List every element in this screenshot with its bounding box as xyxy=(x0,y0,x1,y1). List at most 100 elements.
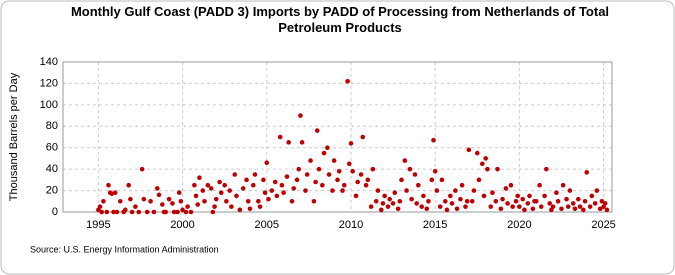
point xyxy=(284,174,290,179)
point xyxy=(229,204,234,209)
point xyxy=(286,140,291,145)
x-tick-label: 2000 xyxy=(170,219,194,231)
point xyxy=(559,206,564,212)
point xyxy=(515,193,520,199)
x-tick-label: 2015 xyxy=(423,219,447,231)
point xyxy=(213,196,219,202)
point xyxy=(395,206,401,212)
y-tick-label: 20 xyxy=(46,184,58,196)
point xyxy=(370,166,376,172)
point xyxy=(385,204,391,209)
point xyxy=(525,201,531,206)
point xyxy=(326,172,332,177)
point xyxy=(380,201,386,206)
point xyxy=(180,207,185,213)
point xyxy=(192,182,197,188)
point xyxy=(166,196,172,202)
point xyxy=(355,179,361,185)
point xyxy=(178,198,184,204)
point xyxy=(222,182,227,188)
point xyxy=(505,201,510,206)
point xyxy=(493,198,499,204)
point xyxy=(200,188,206,193)
point xyxy=(227,188,233,193)
point xyxy=(325,145,330,151)
point xyxy=(471,188,477,193)
point xyxy=(513,198,519,204)
point xyxy=(210,209,216,215)
point xyxy=(269,188,275,193)
point xyxy=(320,182,325,188)
point xyxy=(175,209,180,215)
point xyxy=(464,198,470,204)
point xyxy=(397,198,403,204)
point xyxy=(304,172,310,177)
point xyxy=(232,172,238,177)
point xyxy=(234,193,239,199)
point xyxy=(554,190,559,196)
point xyxy=(163,209,169,215)
point xyxy=(294,177,300,183)
y-tick-label: 140 xyxy=(40,56,58,68)
point xyxy=(368,204,374,209)
point xyxy=(490,190,495,196)
point xyxy=(261,177,266,183)
point xyxy=(99,209,105,215)
point xyxy=(252,172,258,177)
y-tick-label: 40 xyxy=(46,163,58,175)
point xyxy=(208,186,214,191)
point xyxy=(485,166,490,172)
point xyxy=(508,182,514,188)
point xyxy=(299,140,305,145)
point xyxy=(250,182,256,188)
point xyxy=(262,190,268,196)
point xyxy=(458,196,463,202)
point xyxy=(244,177,249,183)
point xyxy=(402,158,408,163)
point xyxy=(126,182,131,188)
point xyxy=(576,196,581,202)
point xyxy=(156,192,162,198)
point xyxy=(527,193,532,199)
point xyxy=(416,182,421,188)
plot-area xyxy=(62,61,613,213)
point xyxy=(272,179,278,185)
y-tick-label: 120 xyxy=(40,77,58,89)
x-tick-label: 2005 xyxy=(255,219,279,231)
point xyxy=(589,193,595,199)
point xyxy=(426,198,431,204)
point xyxy=(454,206,460,212)
point xyxy=(419,204,425,209)
point xyxy=(136,209,142,215)
point xyxy=(533,198,539,204)
point xyxy=(517,204,522,209)
point xyxy=(170,201,175,206)
point xyxy=(503,186,509,191)
point xyxy=(345,78,350,84)
point xyxy=(594,188,600,193)
point xyxy=(463,204,468,209)
point xyxy=(296,166,302,172)
point xyxy=(205,182,211,188)
point xyxy=(277,134,283,140)
point xyxy=(202,198,207,204)
point xyxy=(431,137,436,143)
point xyxy=(353,193,359,199)
point xyxy=(421,193,426,199)
point xyxy=(264,160,270,166)
point xyxy=(316,166,322,172)
point xyxy=(483,156,488,161)
point xyxy=(341,182,347,188)
point xyxy=(581,207,586,213)
point xyxy=(188,209,194,215)
point xyxy=(171,209,177,215)
point xyxy=(133,204,138,209)
point xyxy=(330,188,335,193)
point xyxy=(476,177,482,183)
point xyxy=(488,204,494,209)
point xyxy=(257,204,263,209)
point xyxy=(429,177,435,183)
point xyxy=(111,209,116,215)
point xyxy=(469,198,475,204)
